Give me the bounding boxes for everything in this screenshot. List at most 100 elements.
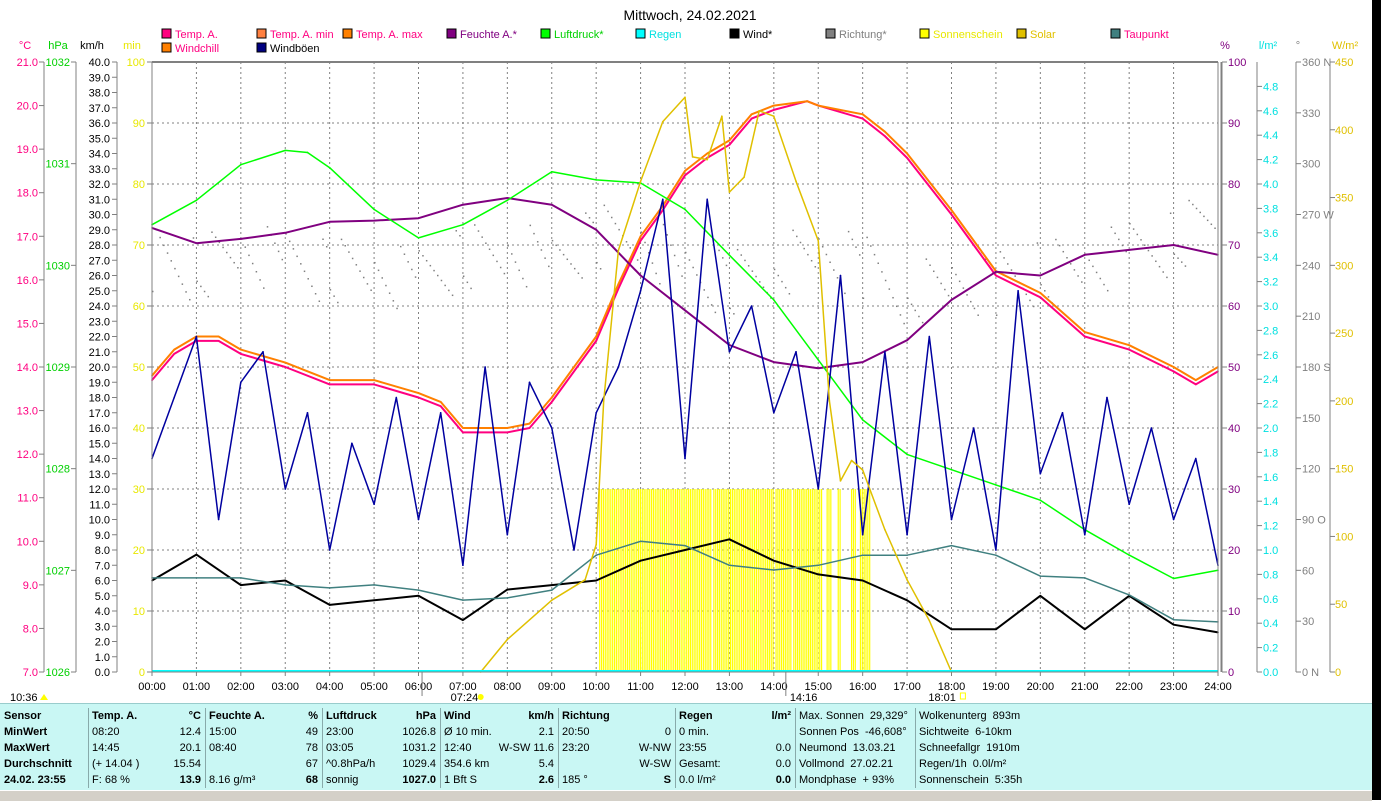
direction-dot: [696, 274, 698, 276]
direction-dot: [759, 281, 761, 283]
axis-unit-humidity: %: [1220, 40, 1230, 52]
data-point: [602, 400, 605, 402]
axis-unit-temp: °C: [19, 40, 31, 52]
data-point: [750, 117, 753, 120]
direction-dot: [681, 275, 683, 277]
direction-dot: [1099, 277, 1102, 280]
direction-dot: [973, 307, 976, 310]
cell-label: 08:40: [209, 742, 237, 754]
direction-dot: [977, 314, 979, 316]
data-point: [262, 350, 264, 353]
cell-value: 78: [305, 742, 318, 754]
tick-label-rain: 4.2: [1263, 155, 1278, 167]
data-point: [972, 244, 975, 246]
data-point: [773, 104, 775, 107]
direction-dot: [374, 261, 376, 264]
direction-dot: [481, 236, 483, 238]
data-point: [462, 599, 464, 601]
data-point: [439, 405, 442, 408]
table-row: Vollmond 27.02.21: [799, 756, 911, 772]
direction-dot: [984, 258, 987, 261]
data-point: [950, 209, 953, 211]
data-point: [906, 453, 908, 456]
tick-label-rain: 0.4: [1263, 618, 1278, 630]
direction-dot: [333, 295, 335, 297]
data-point: [595, 228, 597, 231]
data-point: [795, 180, 797, 183]
legend-swatch: [1110, 28, 1121, 39]
direction-dot: [729, 307, 731, 310]
tick-label-humidity: 100: [1228, 57, 1246, 69]
cell-value: 0.0: [775, 742, 791, 754]
direction-dot: [355, 264, 358, 266]
tick-label-minutes: 70: [133, 240, 145, 252]
table-header: Regen l/m²: [679, 708, 791, 724]
data-point: [684, 208, 686, 211]
tick-label-minutes: 60: [133, 301, 145, 313]
direction-dot: [844, 292, 846, 295]
direction-dot: [322, 238, 324, 241]
direction-dot: [1077, 275, 1079, 277]
x-tick-label: 23:00: [1160, 681, 1188, 693]
direction-dot: [518, 269, 520, 272]
direction-dot: [1066, 257, 1068, 259]
direction-dot: [385, 284, 387, 287]
data-point: [284, 579, 287, 582]
direction-dot: [836, 277, 839, 279]
table-header: Luftdruck hPa: [326, 708, 436, 724]
cell-label: Sichtweite: [919, 726, 970, 738]
tick-label-minutes: 20: [133, 545, 145, 557]
data-point: [639, 540, 642, 543]
data-point: [506, 427, 509, 429]
tick-label-wind: 2.0: [95, 637, 110, 649]
cell-label: Regen/1h: [919, 758, 967, 770]
legend-swatch: [161, 28, 172, 39]
data-point: [706, 158, 709, 161]
cell-label: 23:20: [562, 742, 590, 754]
cell-value: 2.6: [538, 774, 554, 786]
data-point: [462, 223, 464, 226]
data-point: [773, 115, 775, 118]
legend-swatch: [256, 42, 267, 53]
tick-label-minutes: 50: [133, 362, 145, 374]
direction-dot: [662, 223, 665, 226]
status-bar: [0, 790, 1372, 801]
tick-label-solar: 100: [1335, 531, 1353, 543]
cell-label: 24.02. 23:55: [4, 774, 66, 786]
direction-dot: [777, 274, 780, 277]
data-point: [240, 238, 242, 240]
direction-dot: [536, 241, 539, 243]
direction-dot: [829, 261, 831, 264]
direction-dot: [629, 247, 631, 249]
cell-label: 12:40: [444, 742, 472, 754]
data-point: [828, 400, 831, 402]
data-point: [684, 544, 686, 547]
data-point: [173, 396, 176, 399]
direction-dot: [877, 262, 879, 265]
tick-label-wind: 35.0: [89, 133, 110, 145]
data-point: [1083, 331, 1086, 333]
direction-dot: [366, 283, 369, 285]
cell-value: °C: [188, 710, 201, 722]
tick-label-wind: 27.0: [89, 255, 110, 267]
direction-dot: [570, 263, 572, 265]
tick-label-wind: 8.0: [95, 545, 110, 557]
tick-label-wind: 30.0: [89, 210, 110, 222]
direction-dot: [799, 241, 802, 244]
grid: [152, 62, 1218, 672]
data-point: [328, 166, 331, 169]
tick-label-wind: 25.0: [89, 286, 110, 298]
data-point: [417, 217, 420, 219]
data-point: [195, 577, 198, 579]
tick-label-rain: 3.6: [1263, 228, 1278, 240]
direction-dot: [807, 253, 809, 256]
axis-unit-rain: l/m²: [1259, 40, 1278, 52]
moon-time: 10:36: [10, 692, 38, 703]
direction-dot: [625, 241, 628, 243]
data-point: [1039, 575, 1042, 577]
direction-dot: [381, 277, 383, 279]
data-point: [195, 242, 198, 244]
direction-dot: [740, 254, 743, 256]
direction-dot: [892, 296, 894, 299]
direction-dot: [907, 297, 909, 300]
